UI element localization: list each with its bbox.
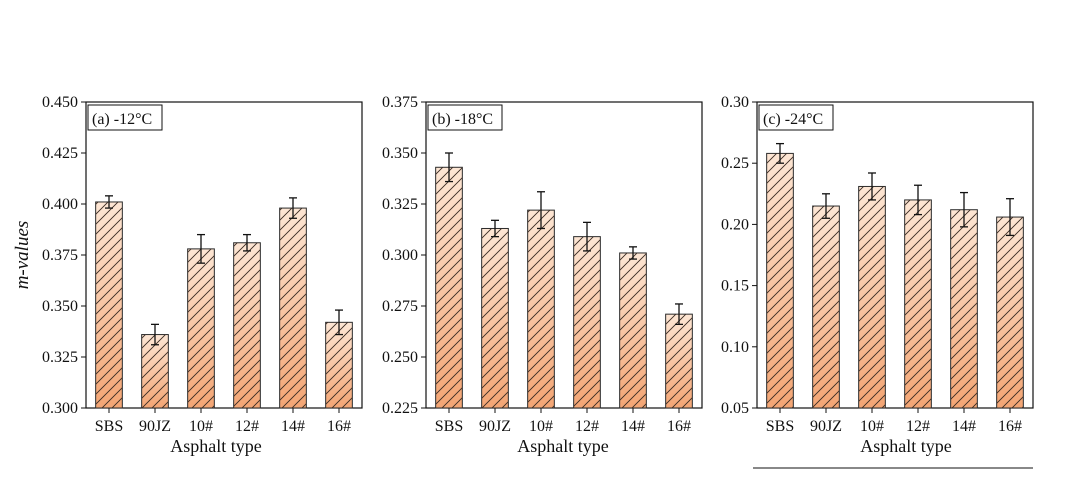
bar-hatch-c-2 — [858, 186, 886, 408]
y-axis-a: 0.300 0.325 0.350 0.375 0.400 0.425 0.450 — [42, 94, 86, 417]
x-tick-label: 90JZ — [810, 418, 842, 435]
panel-label-box-c — [758, 104, 834, 131]
bar-hatch-a-2 — [187, 248, 215, 408]
error-bars-c — [776, 142, 1014, 237]
x-tick-label: 90JZ — [479, 418, 511, 435]
y-tick-label: 0.225 — [382, 400, 418, 417]
y-tick-label: 0.325 — [42, 349, 78, 366]
x-tick-label: 16# — [327, 418, 351, 435]
y-axis-title: m-values — [12, 221, 33, 290]
x-tick-label: 12# — [235, 418, 259, 435]
y-tick-label: 0.10 — [721, 339, 749, 356]
panel-label-box-b — [427, 104, 503, 131]
y-tick-label: 0.275 — [382, 298, 418, 315]
error-bars-a — [105, 195, 343, 346]
bar-hatch-b-2 — [527, 210, 555, 408]
bar-hatch-b-0 — [435, 167, 463, 408]
plot-frame-a — [85, 101, 363, 409]
bar-hatch-c-0 — [766, 153, 794, 408]
y-tick-label: 0.400 — [42, 196, 78, 213]
x-axis-a: SBS 90JZ 10# 12# 14# 16# — [95, 408, 351, 435]
plot-frame-b — [425, 101, 703, 409]
bars-c — [766, 152, 1024, 409]
x-tick-label: 14# — [952, 418, 976, 435]
bar-hatch-b-3 — [573, 236, 601, 408]
bar-hatch-b-4 — [619, 252, 647, 408]
x-tick-label: 14# — [281, 418, 305, 435]
panel-a: 0.300 0.325 0.350 0.375 0.400 0.425 0.450 SBS 9… — [12, 94, 363, 456]
y-tick-label: 0.375 — [42, 247, 78, 264]
bar-hatch-c-1 — [812, 206, 840, 408]
bar-hatch-a-5 — [325, 322, 353, 408]
panel-label-b: (b) -18°C — [432, 111, 493, 128]
x-tick-label: SBS — [766, 418, 794, 435]
x-tick-label: 16# — [998, 418, 1022, 435]
bar-hatch-b-5 — [665, 314, 693, 408]
x-tick-label: 16# — [667, 418, 691, 435]
panel-c: 0.05 0.10 0.15 0.20 0.25 0.30 SBS 90JZ 10# 12# 14… — [721, 94, 1034, 456]
bar-hatch-c-5 — [996, 217, 1024, 408]
y-tick-label: 0.05 — [721, 400, 749, 417]
bar-hatch-c-3 — [904, 199, 932, 408]
bar-hatch-b-1 — [481, 228, 509, 408]
bars-b — [435, 166, 693, 409]
x-tick-label: SBS — [435, 418, 463, 435]
x-tick-label: 12# — [575, 418, 599, 435]
bar-hatch-a-3 — [233, 242, 261, 408]
y-tick-label: 0.300 — [42, 400, 78, 417]
y-tick-label: 0.30 — [721, 94, 749, 111]
y-tick-label: 0.300 — [382, 247, 418, 264]
y-tick-label: 0.20 — [721, 216, 749, 233]
x-tick-label: 10# — [860, 418, 884, 435]
y-axis-c: 0.05 0.10 0.15 0.20 0.25 0.30 — [721, 94, 757, 417]
y-tick-label: 0.350 — [42, 298, 78, 315]
bar-hatch-a-0 — [95, 201, 123, 408]
x-tick-label: SBS — [95, 418, 123, 435]
x-axis-title-a: Asphalt type — [170, 436, 262, 456]
bar-hatch-a-1 — [141, 334, 169, 408]
x-tick-label: 90JZ — [139, 418, 171, 435]
x-tick-label: 10# — [189, 418, 213, 435]
panel-label-box-a — [87, 104, 163, 131]
y-tick-label: 0.15 — [721, 278, 749, 295]
error-bars-b — [445, 152, 683, 326]
bar-hatch-c-4 — [950, 209, 978, 408]
x-tick-label: 12# — [906, 418, 930, 435]
panel-label-c: (c) -24°C — [763, 111, 823, 128]
y-tick-label: 0.450 — [42, 94, 78, 111]
y-tick-label: 0.425 — [42, 145, 78, 162]
x-axis-b: SBS 90JZ 10# 12# 14# 16# — [435, 408, 691, 435]
x-axis-c: SBS 90JZ 10# 12# 14# 16# — [766, 408, 1022, 435]
x-axis-title-c: Asphalt type — [860, 436, 952, 456]
y-tick-label: 0.25 — [721, 155, 749, 172]
bars-a — [95, 201, 353, 409]
y-tick-label: 0.325 — [382, 196, 418, 213]
y-tick-label: 0.250 — [382, 349, 418, 366]
y-axis-b: 0.225 0.250 0.275 0.300 0.325 0.350 0.375 — [382, 94, 426, 417]
x-tick-label: 14# — [621, 418, 645, 435]
bar-hatch-a-4 — [279, 208, 307, 408]
x-axis-title-b: Asphalt type — [517, 436, 609, 456]
x-tick-label: 10# — [529, 418, 553, 435]
y-tick-label: 0.350 — [382, 145, 418, 162]
panel-label-a: (a) -12°C — [92, 111, 152, 128]
panel-b: 0.225 0.250 0.275 0.300 0.325 0.350 0.375 SBS 9… — [382, 94, 703, 456]
plot-frame-c — [756, 101, 1034, 409]
y-tick-label: 0.375 — [382, 94, 418, 111]
